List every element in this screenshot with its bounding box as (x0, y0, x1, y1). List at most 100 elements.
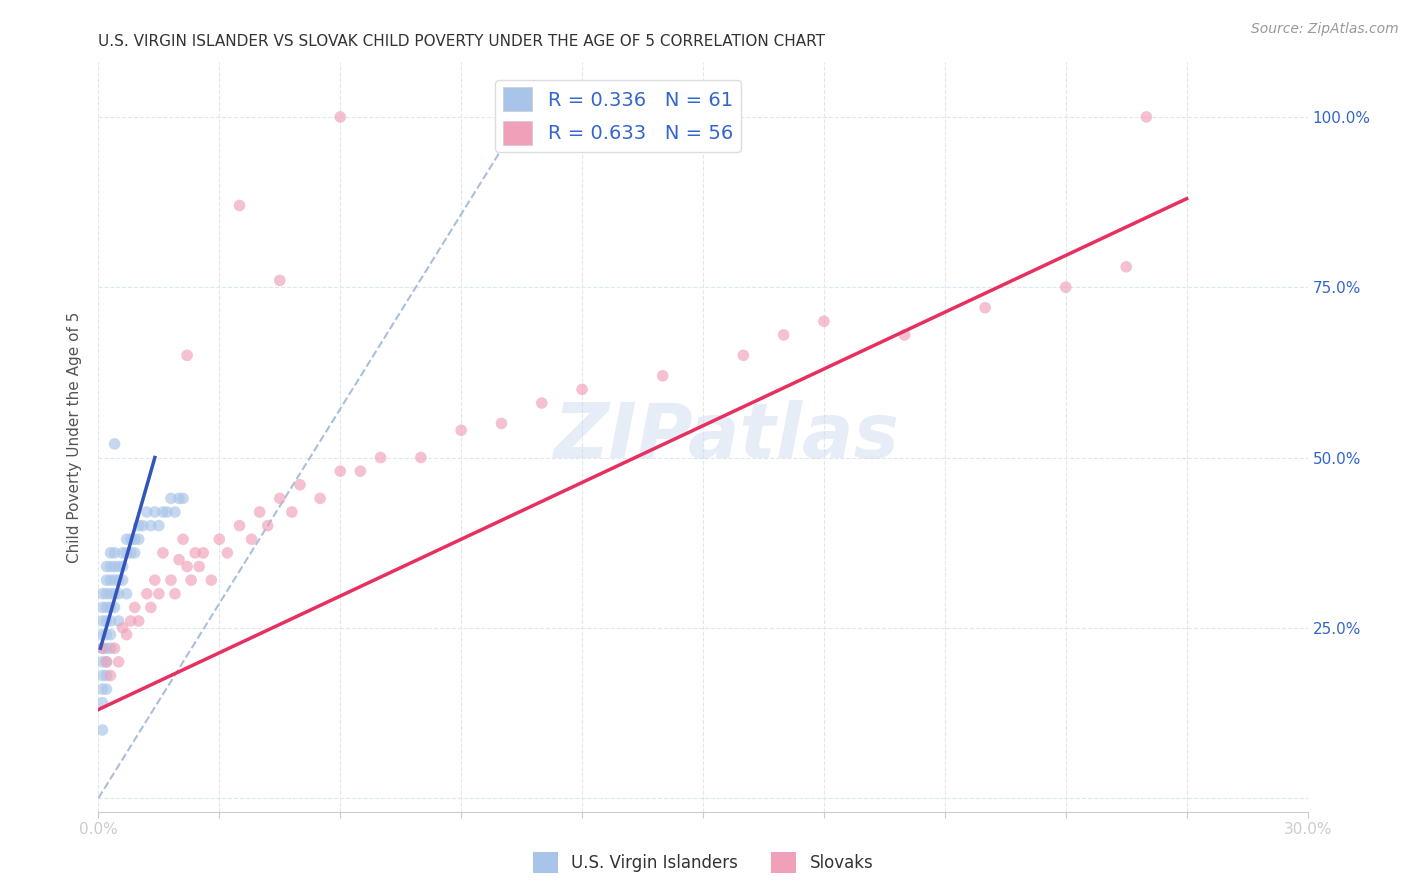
Point (115, 627, 138, 641)
Point (974, 301, 997, 315)
Point (91, 668, 114, 682)
Point (128, 614, 150, 628)
Point (103, 437, 125, 451)
Point (103, 587, 125, 601)
Point (176, 348, 198, 362)
Point (124, 546, 146, 560)
Point (148, 587, 170, 601)
Point (208, 533, 231, 547)
Point (491, 417, 513, 431)
Point (100, 546, 122, 560)
Point (107, 573, 129, 587)
Point (103, 573, 125, 587)
Point (100, 559, 122, 574)
Point (91, 723, 114, 737)
Point (228, 518, 250, 533)
Point (167, 491, 190, 506)
Point (103, 641, 125, 656)
Point (107, 587, 129, 601)
Point (96, 559, 118, 574)
Point (152, 505, 174, 519)
Point (167, 552, 190, 566)
Point (139, 600, 162, 615)
Point (111, 559, 134, 574)
Point (1115, 260, 1137, 274)
Point (450, 423, 472, 437)
Point (349, 464, 371, 478)
Point (96, 668, 118, 682)
Point (571, 383, 593, 397)
Point (1135, 110, 1157, 124)
Point (100, 668, 122, 682)
Point (100, 614, 122, 628)
Point (172, 533, 194, 547)
Point (111, 573, 134, 587)
Text: U.S. VIRGIN ISLANDER VS SLOVAK CHILD POVERTY UNDER THE AGE OF 5 CORRELATION CHAR: U.S. VIRGIN ISLANDER VS SLOVAK CHILD POV… (98, 34, 825, 49)
Point (152, 546, 174, 560)
Point (128, 518, 150, 533)
Point (107, 559, 129, 574)
Point (1054, 280, 1077, 294)
Point (249, 505, 271, 519)
Point (180, 573, 202, 587)
Point (96, 655, 118, 669)
Point (156, 505, 179, 519)
Point (172, 491, 194, 506)
Point (91, 627, 114, 641)
Point (100, 641, 122, 656)
Point (91, 600, 114, 615)
Point (184, 546, 207, 560)
Point (139, 518, 162, 533)
Point (135, 587, 157, 601)
Point (96, 641, 118, 656)
Point (309, 491, 332, 506)
Point (96, 682, 118, 697)
Point (91, 614, 114, 628)
Point (143, 505, 166, 519)
Point (100, 587, 122, 601)
Point (733, 348, 755, 362)
Point (91, 587, 114, 601)
Point (200, 573, 222, 587)
Point (124, 600, 146, 615)
Point (269, 491, 291, 506)
Point (163, 587, 186, 601)
Point (813, 314, 835, 328)
Point (135, 505, 157, 519)
Text: ZIPatlas: ZIPatlas (554, 401, 900, 474)
Point (329, 464, 352, 478)
Point (96, 587, 118, 601)
Point (111, 621, 134, 635)
Point (124, 533, 146, 547)
Point (228, 198, 250, 212)
Y-axis label: Child Poverty Under the Age of 5: Child Poverty Under the Age of 5 (67, 311, 83, 563)
Point (176, 559, 198, 574)
Point (370, 450, 392, 465)
Point (148, 518, 170, 533)
Point (103, 600, 125, 615)
Point (96, 600, 118, 615)
Point (107, 655, 129, 669)
Point (530, 396, 553, 410)
Point (281, 505, 304, 519)
Point (107, 614, 129, 628)
Point (651, 368, 673, 383)
Point (96, 627, 118, 641)
Point (288, 477, 311, 491)
Point (91, 641, 114, 656)
Point (91, 641, 114, 656)
Point (409, 450, 432, 465)
Point (100, 627, 122, 641)
Legend: R = 0.336   N = 61, R = 0.633   N = 56: R = 0.336 N = 61, R = 0.633 N = 56 (495, 79, 741, 153)
Point (269, 273, 291, 287)
Point (893, 327, 915, 342)
Point (111, 546, 134, 560)
Point (132, 518, 155, 533)
Point (329, 110, 352, 124)
Point (188, 559, 211, 574)
Point (91, 655, 114, 669)
Point (143, 573, 166, 587)
Point (100, 600, 122, 615)
Text: Source: ZipAtlas.com: Source: ZipAtlas.com (1251, 22, 1399, 37)
Point (103, 546, 125, 560)
